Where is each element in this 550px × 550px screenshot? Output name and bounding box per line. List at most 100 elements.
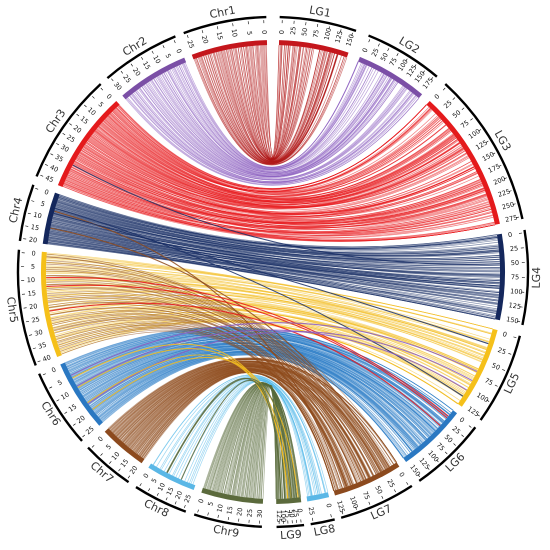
tick-mark <box>508 353 512 355</box>
tick-label: 30 <box>34 328 44 338</box>
link-Chr3-LG3 <box>111 108 431 192</box>
link-Chr2-LG2 <box>155 77 392 176</box>
axis-arc-Chr1 <box>183 15 267 35</box>
segment-band-Chr8 <box>148 463 196 491</box>
tick-label: 25 <box>289 26 298 35</box>
link-Chr3-LG3 <box>67 175 495 240</box>
link-Chr3-LG3 <box>81 150 483 222</box>
link-Chr6-LG6 <box>65 328 448 419</box>
link-Chr3-LG3 <box>75 159 489 228</box>
link-Chr4-LG4 <box>58 197 499 255</box>
axis-arc-Chr4 <box>18 184 35 242</box>
link-Chr3-LG4 <box>72 164 500 265</box>
tick-label: 35 <box>54 153 65 164</box>
link-Chr6-LG6 <box>99 353 409 455</box>
link-Chr6-LG6 <box>88 347 418 448</box>
link-Chr4-LG4 <box>53 213 500 278</box>
segment-label: LG8 <box>313 522 337 539</box>
link-Chr4-LG4 <box>54 208 500 271</box>
link-Chr3-LG3 <box>85 142 478 217</box>
segment-label: Chr3 <box>43 107 69 136</box>
tick-mark <box>25 225 29 227</box>
tick-label: 200 <box>492 175 507 187</box>
link-Chr8-LG8 <box>163 376 321 495</box>
link-Chr9-LG9 <box>214 383 295 499</box>
tick-mark <box>100 87 104 91</box>
link-Chr5-LG5 <box>57 316 465 395</box>
tick-label: 150 <box>506 315 520 325</box>
tick-mark <box>502 369 506 371</box>
tick-label: 250 <box>501 200 515 211</box>
tick-mark <box>368 501 371 505</box>
link-Chr2-LG2 <box>136 90 414 183</box>
link-Chr5-LG5 <box>46 255 493 330</box>
tick-label: 20 <box>174 490 185 501</box>
link-Chr9-LG9 <box>204 382 299 498</box>
tick-mark <box>111 78 114 82</box>
segment-band-LG9 <box>276 497 302 504</box>
link-Chr4-LG4 <box>48 236 497 312</box>
segment-band-LG4 <box>495 233 505 321</box>
axis-arc-LG9 <box>276 523 305 529</box>
tick-mark <box>35 188 39 190</box>
tick-label: 100 <box>510 287 523 296</box>
link-Chr3-LG3 <box>94 130 468 209</box>
tick-mark <box>50 153 54 156</box>
link-Chr2-LG2 <box>131 92 413 184</box>
tick-label: 75 <box>283 509 291 518</box>
segment-Chr1: 25 20 15 10 5 0 Chr1 <box>183 3 268 60</box>
tick-mark <box>56 399 60 402</box>
link-Chr5-LG5 <box>45 271 486 353</box>
link-Chr4-LG5 <box>54 207 464 397</box>
link-Chr6-LG6 <box>73 336 436 431</box>
tick-label: 15 <box>67 402 78 413</box>
tick-mark <box>148 488 151 492</box>
tick-label: 50 <box>451 108 462 119</box>
link-Chr5-LG6 <box>46 284 448 419</box>
link-Chr2-LG2 <box>159 74 388 175</box>
link-Chr8-LG8 <box>156 375 326 494</box>
tick-mark <box>328 26 330 30</box>
axis-arc-LG5 <box>479 335 522 421</box>
tick-mark <box>76 113 80 117</box>
link-Chr8-LG8 <box>190 380 308 497</box>
segment-label: LG9 <box>280 528 302 542</box>
link-Chr1-LG1 <box>193 57 348 166</box>
tick-label: 10 <box>86 106 98 117</box>
segment-band-LG5 <box>457 328 498 407</box>
link-Chr3-LG3 <box>97 127 461 205</box>
tick-label: 5 <box>164 52 173 59</box>
link-Chr8-LG8 <box>187 380 311 496</box>
axis-arc-LG3 <box>444 83 524 220</box>
tick-label: 0 <box>31 249 36 257</box>
tick-mark <box>494 384 498 387</box>
tick-mark <box>381 495 384 499</box>
link-Chr6-LG9 <box>72 343 293 499</box>
tick-mark <box>45 164 49 166</box>
tick-label: 75 <box>511 273 519 281</box>
tick-label: 40 <box>49 163 60 174</box>
tick-mark <box>485 140 489 143</box>
link-Chr3-LG3 <box>85 143 479 218</box>
link-Chr2-LG2 <box>135 90 415 183</box>
tick-label: 50 <box>490 361 501 372</box>
axis-arc-Chr2 <box>106 35 176 80</box>
segment-label: LG4 <box>530 267 543 289</box>
link-Chr5-LG5 <box>46 266 492 334</box>
link-Chr3-LG3 <box>68 172 493 237</box>
link-Chr8-LG8 <box>173 378 317 495</box>
link-Chr6-LG5 <box>87 331 473 405</box>
link-Chr4-LG4 <box>54 208 500 258</box>
tick-mark <box>174 501 177 505</box>
tick-label: 25 <box>307 506 316 515</box>
tick-label: 25 <box>31 315 41 324</box>
segment-label: LG2 <box>397 34 422 56</box>
tick-mark <box>492 152 496 155</box>
segment-band-Chr5 <box>41 251 62 358</box>
link-Chr5-LG5 <box>51 305 469 388</box>
link-Chr5-LG5 <box>56 315 466 394</box>
tick-label: 75 <box>459 119 470 130</box>
